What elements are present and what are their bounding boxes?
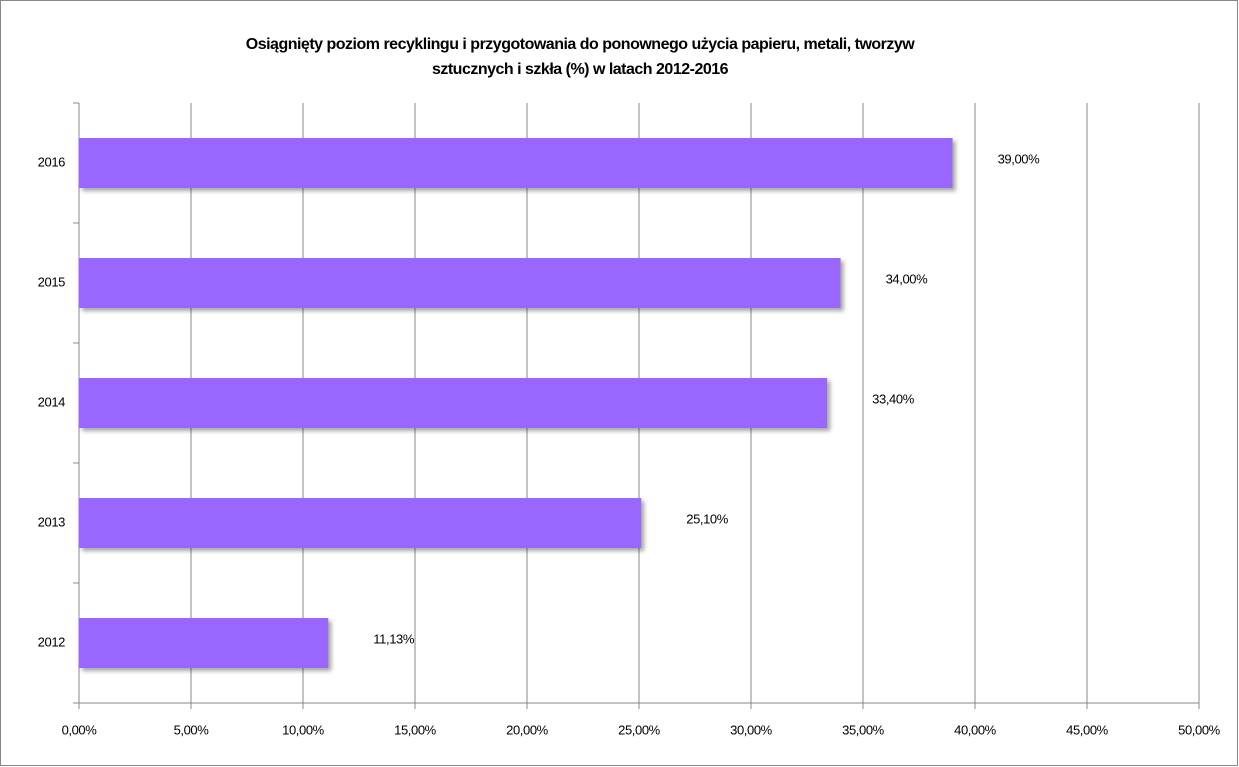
x-tick-label: 40,00%	[954, 722, 997, 737]
data-label: 34,00%	[886, 271, 929, 286]
bar	[79, 258, 841, 308]
data-label: 11,13%	[373, 631, 415, 646]
x-tick-label: 30,00%	[730, 722, 773, 737]
x-tick-label: 25,00%	[618, 722, 661, 737]
chart-title: sztucznych i szkła (%) w latach 2012-201…	[432, 61, 729, 78]
y-tick-label: 2012	[38, 634, 65, 649]
x-tick-label: 50,00%	[1178, 722, 1221, 737]
data-label: 25,10%	[686, 511, 729, 526]
x-tick-label: 20,00%	[506, 722, 549, 737]
y-tick-label: 2015	[38, 274, 65, 289]
x-tick-label: 0,00%	[62, 722, 98, 737]
x-tick-label: 45,00%	[1066, 722, 1109, 737]
y-tick-label: 2016	[38, 154, 65, 169]
bar	[79, 378, 828, 428]
bar	[79, 498, 642, 548]
x-tick-label: 35,00%	[842, 722, 885, 737]
x-tick-label: 15,00%	[394, 722, 437, 737]
bar	[79, 618, 329, 668]
x-tick-label: 5,00%	[174, 722, 210, 737]
y-tick-label: 2013	[38, 514, 65, 529]
bar	[79, 138, 953, 188]
data-label: 39,00%	[998, 151, 1041, 166]
data-label: 33,40%	[872, 391, 915, 406]
chart-title: Osiągnięty poziom recyklingu i przygotow…	[246, 36, 916, 53]
x-tick-label: 10,00%	[282, 722, 325, 737]
y-tick-label: 2014	[38, 394, 65, 409]
